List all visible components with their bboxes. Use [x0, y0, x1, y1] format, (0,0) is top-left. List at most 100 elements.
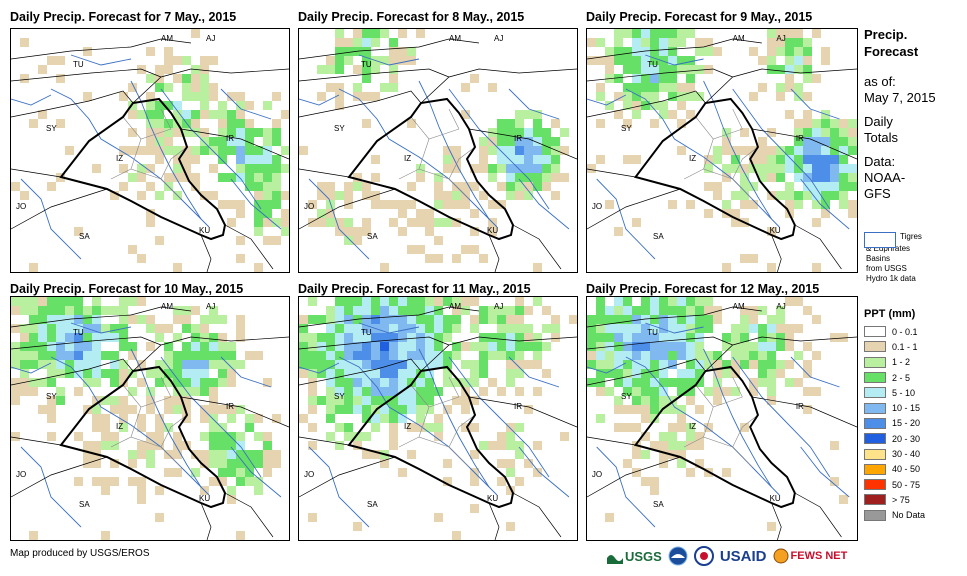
precip-cell — [209, 315, 218, 324]
precip-cell — [623, 297, 632, 306]
precip-cell — [614, 74, 623, 83]
precip-cell — [362, 450, 371, 459]
precip-cell — [767, 378, 776, 387]
precip-cell — [776, 29, 785, 38]
precip-cell — [524, 182, 533, 191]
precip-cell — [515, 423, 524, 432]
precip-cell — [254, 459, 263, 468]
precip-cell — [416, 387, 425, 396]
precip-cell — [632, 101, 641, 110]
precip-cell — [650, 477, 659, 486]
precip-cell — [533, 297, 542, 306]
precip-cell — [200, 83, 209, 92]
precip-cell — [263, 200, 272, 209]
precip-cell — [65, 146, 74, 155]
precip-cell — [839, 173, 848, 182]
precip-cell — [272, 450, 281, 459]
precip-cell — [668, 441, 677, 450]
precip-cell — [110, 191, 119, 200]
precip-cell — [533, 342, 542, 351]
precip-cell — [308, 513, 317, 522]
precip-cell — [362, 351, 371, 360]
precip-cell — [650, 441, 659, 450]
legend-swatch — [864, 326, 886, 338]
legend-label: 2 - 5 — [892, 372, 911, 383]
data-source-1: NOAA- — [864, 170, 906, 185]
precip-cell — [38, 315, 47, 324]
precip-cell — [587, 378, 596, 387]
precip-cell — [236, 128, 245, 137]
precip-cell — [335, 83, 344, 92]
precip-cell — [623, 387, 632, 396]
precip-cell — [695, 324, 704, 333]
precip-cell — [803, 387, 812, 396]
precip-cell — [497, 351, 506, 360]
precip-cell — [245, 101, 254, 110]
precip-cell — [803, 146, 812, 155]
precip-cell — [173, 405, 182, 414]
precip-cell — [722, 387, 731, 396]
precip-cell — [416, 324, 425, 333]
precip-cell — [173, 396, 182, 405]
precip-cell — [794, 83, 803, 92]
precip-cell — [362, 333, 371, 342]
precip-cell — [254, 146, 263, 155]
precip-cell — [326, 333, 335, 342]
precip-cell — [308, 360, 317, 369]
precip-cell — [515, 441, 524, 450]
precip-cell — [632, 74, 641, 83]
precip-cell — [416, 245, 425, 254]
precip-cell — [614, 315, 623, 324]
precip-cell — [488, 146, 497, 155]
precip-cell — [839, 495, 848, 504]
precip-cell — [479, 254, 488, 263]
precip-cell — [722, 360, 731, 369]
precip-cell — [785, 110, 794, 119]
precip-cell — [722, 200, 731, 209]
precip-cell — [668, 432, 677, 441]
river-line — [160, 356, 262, 478]
precip-cell — [362, 182, 371, 191]
country-label-sy: SY — [621, 124, 632, 133]
precip-cell — [596, 351, 605, 360]
precip-cell — [20, 387, 29, 396]
precip-cell — [407, 351, 416, 360]
precip-cell — [749, 360, 758, 369]
precip-cell — [191, 146, 200, 155]
precip-cell — [407, 119, 416, 128]
precip-cell — [380, 333, 389, 342]
precip-cell — [245, 468, 254, 477]
precip-cell — [128, 459, 137, 468]
legend-item: 1 - 2 — [864, 355, 964, 370]
precip-cell — [686, 378, 695, 387]
precip-cell — [767, 38, 776, 47]
country-border — [420, 336, 577, 538]
precip-cell — [56, 297, 65, 306]
country-border — [587, 38, 762, 82]
precip-cell — [506, 378, 515, 387]
precip-cell — [740, 315, 749, 324]
precip-cell — [389, 423, 398, 432]
precip-cell — [452, 155, 461, 164]
precip-cell — [767, 263, 776, 272]
precip-cell — [803, 182, 812, 191]
precip-cell — [407, 396, 416, 405]
precip-cell — [812, 351, 821, 360]
precip-cell — [443, 405, 452, 414]
precip-cell — [659, 387, 668, 396]
precip-cell — [452, 315, 461, 324]
precip-cell — [767, 173, 776, 182]
precip-cell — [641, 56, 650, 65]
precip-cell — [92, 396, 101, 405]
precip-cell — [173, 450, 182, 459]
precip-cell — [110, 360, 119, 369]
precip-cell — [47, 360, 56, 369]
precip-cell — [128, 405, 137, 414]
precip-cell — [317, 315, 326, 324]
precip-cell — [56, 333, 65, 342]
precip-cell — [101, 423, 110, 432]
precip-cell — [686, 74, 695, 83]
precip-cell — [515, 351, 524, 360]
